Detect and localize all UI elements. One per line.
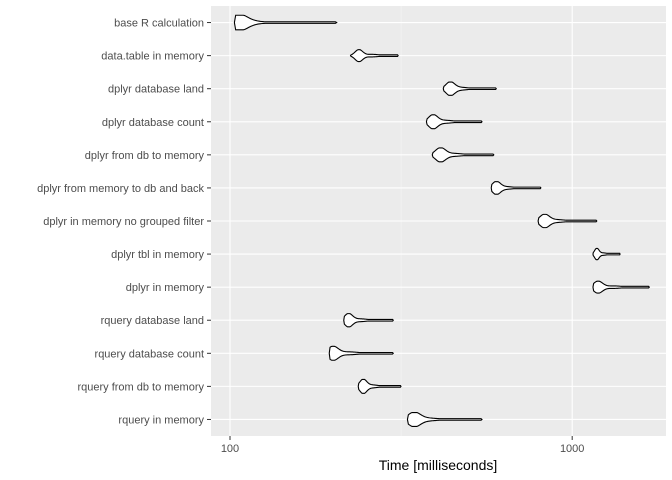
violin: [233, 14, 338, 31]
x-axis: 100 1000: [221, 436, 584, 455]
y-tick-label: dplyr in memory no grouped filter: [43, 216, 204, 228]
y-tick-label: dplyr tbl in memory: [111, 249, 204, 261]
violin: [592, 280, 651, 294]
y-tick-label: base R calculation: [114, 18, 204, 30]
y-tick-label: dplyr database count: [102, 117, 204, 129]
y-tick-label: rquery database land: [101, 315, 204, 327]
y-axis: base R calculation data.table in memory dp…: [37, 18, 211, 426]
violin: [537, 213, 598, 229]
violin: [328, 345, 395, 361]
y-tick-label: data.table in memory: [101, 51, 204, 63]
x-tick-label: 1000: [560, 443, 584, 455]
violin: [406, 411, 483, 427]
y-tick-label: rquery from db to memory: [77, 381, 204, 393]
violin: [343, 313, 394, 328]
y-tick-label: dplyr in memory: [126, 282, 205, 294]
violin: [357, 378, 402, 394]
violin: [442, 81, 497, 96]
violin: [490, 181, 542, 195]
violin: [349, 49, 399, 63]
y-tick-label: dplyr database land: [108, 84, 204, 96]
x-axis-title: Time [milliseconds]: [379, 457, 498, 473]
x-tick-label: 100: [221, 443, 239, 455]
y-tick-label: rquery database count: [95, 348, 204, 360]
violins: [233, 14, 651, 427]
violin: [425, 114, 483, 130]
y-tick-label: dplyr from db to memory: [85, 150, 205, 162]
violin: [592, 247, 621, 261]
y-tick-label: rquery in memory: [118, 414, 204, 426]
y-tick-label: dplyr from memory to db and back: [37, 183, 204, 195]
violin: [431, 147, 495, 163]
